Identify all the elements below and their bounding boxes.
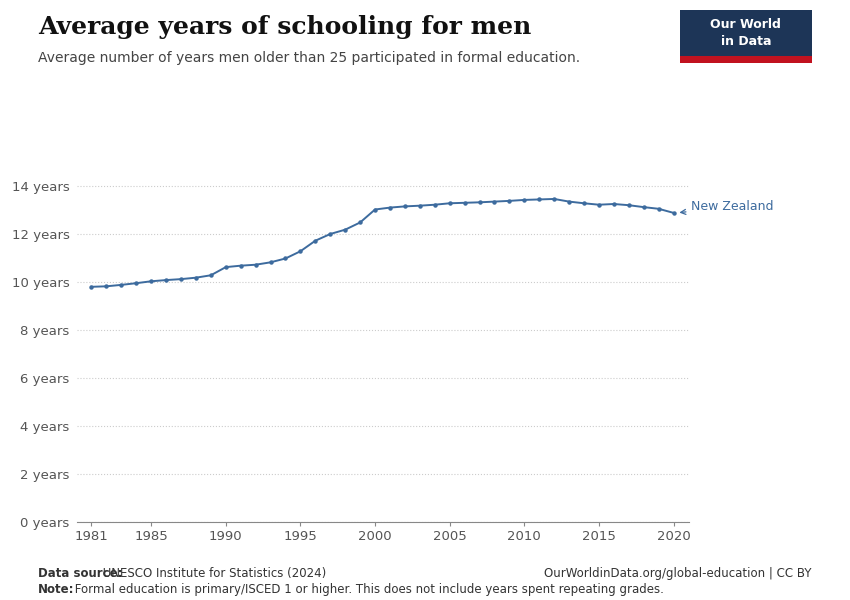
Text: OurWorldinData.org/global-education | CC BY: OurWorldinData.org/global-education | CC… <box>544 567 812 580</box>
Text: Note:: Note: <box>38 583 75 596</box>
Text: Our World
in Data: Our World in Data <box>711 19 781 48</box>
Text: Average years of schooling for men: Average years of schooling for men <box>38 15 531 39</box>
Text: Formal education is primary/ISCED 1 or higher. This does not include years spent: Formal education is primary/ISCED 1 or h… <box>71 583 663 596</box>
Text: Data source:: Data source: <box>38 567 122 580</box>
Text: Average number of years men older than 25 participated in formal education.: Average number of years men older than 2… <box>38 51 581 65</box>
Text: UNESCO Institute for Statistics (2024): UNESCO Institute for Statistics (2024) <box>99 567 326 580</box>
Text: New Zealand: New Zealand <box>681 200 774 214</box>
